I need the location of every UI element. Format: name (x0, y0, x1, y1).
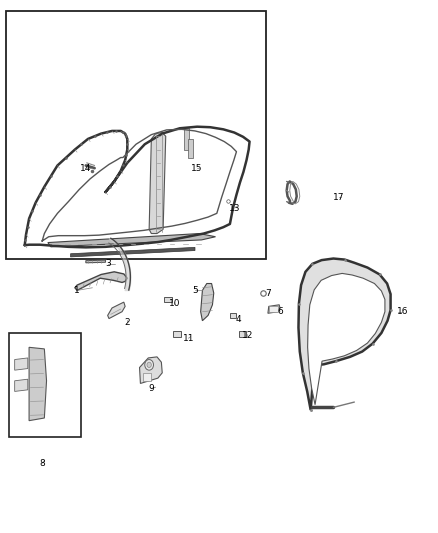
Polygon shape (29, 348, 46, 421)
Text: 5: 5 (192, 286, 198, 295)
Polygon shape (140, 357, 162, 383)
Polygon shape (143, 373, 151, 381)
Polygon shape (108, 302, 125, 319)
Polygon shape (48, 233, 215, 247)
Text: 7: 7 (265, 288, 271, 297)
Polygon shape (268, 305, 280, 313)
Polygon shape (75, 272, 127, 290)
Polygon shape (298, 259, 391, 410)
Polygon shape (239, 332, 246, 337)
Circle shape (145, 360, 153, 370)
Text: 2: 2 (124, 318, 130, 327)
Polygon shape (149, 133, 166, 233)
Text: 9: 9 (148, 384, 154, 393)
Text: 14: 14 (80, 164, 92, 173)
Bar (269, 306, 278, 312)
Polygon shape (173, 332, 180, 337)
Polygon shape (184, 128, 189, 150)
Bar (6, 11, 266, 259)
Text: 8: 8 (39, 459, 45, 467)
Polygon shape (201, 284, 214, 321)
Text: 15: 15 (191, 164, 203, 173)
Polygon shape (164, 297, 172, 302)
Polygon shape (86, 260, 106, 263)
Text: 4: 4 (236, 315, 241, 324)
Text: 16: 16 (397, 307, 408, 316)
Polygon shape (71, 247, 195, 257)
Polygon shape (307, 273, 385, 405)
Text: 3: 3 (105, 260, 110, 268)
Bar (10, 333, 81, 437)
Circle shape (147, 362, 151, 368)
Polygon shape (14, 379, 28, 391)
Text: 13: 13 (229, 204, 240, 213)
Polygon shape (188, 139, 193, 158)
Text: 1: 1 (74, 286, 80, 295)
Text: 12: 12 (242, 331, 253, 340)
Polygon shape (230, 313, 237, 318)
Text: 10: 10 (169, 299, 180, 308)
Polygon shape (14, 358, 28, 370)
Text: 17: 17 (333, 193, 345, 202)
Text: 11: 11 (183, 334, 194, 343)
Text: 6: 6 (277, 307, 283, 316)
